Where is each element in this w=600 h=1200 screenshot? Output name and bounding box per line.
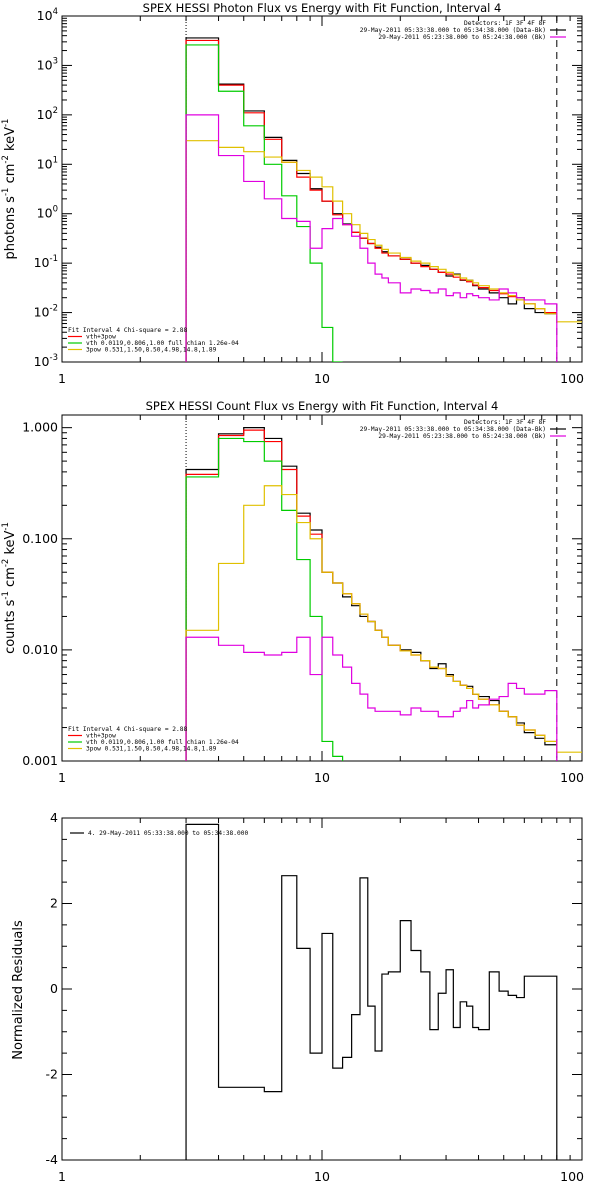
residuals-legends: 4. 29-May-2011 05:33:38.000 to 05:34:38.… (70, 830, 248, 837)
x-tick-label: 10 (314, 371, 330, 386)
y-tick-label: -4 (46, 1152, 59, 1167)
x-tick-label: 10 (314, 1169, 330, 1184)
photon-series-group (185, 37, 582, 362)
legend-entry: 29-May-2011 05:33:38.000 to 05:34:38.000… (360, 27, 546, 34)
series-vth-3pow (185, 39, 557, 362)
series-data-bk (185, 37, 557, 362)
y-tick-label: -2 (46, 1067, 58, 1082)
y-tick-label: 10-3 (34, 353, 58, 369)
residuals-legend-entry: 4. 29-May-2011 05:33:38.000 to 05:34:38.… (88, 830, 248, 837)
series-4-29-may-2011-05-33-38-000-to-05-34-38-000 (185, 823, 558, 1160)
series-3pow (185, 485, 582, 761)
count-series-group (185, 427, 582, 761)
fit-legend-entry: vth 0.0119,0.806,1.00 full chian 1.26e-0… (86, 340, 239, 347)
photon-flux-panel: SPEX HESSI Photon Flux vs Energy with Fi… (1, 1, 584, 386)
y-tick-label: 1.000 (22, 420, 58, 435)
photon-chart-title: SPEX HESSI Photon Flux vs Energy with Fi… (143, 1, 502, 15)
residuals-series-group (185, 823, 558, 1160)
count-plot-area: 1 10 100 0.001 0.010 0.100 1.000 Detectors: 1F … (22, 414, 584, 785)
x-tick-label: 100 (560, 770, 584, 785)
photon-plot-area: 1 10 100 10-3 10-2 10-1 100 101 102 103 104 Detecto… (34, 7, 584, 386)
residuals-x-axis: 1 10 100 (58, 818, 584, 1184)
y-tick-label: 0.010 (22, 642, 58, 657)
residuals-panel: Normalized Residuals 1 10 100 -4 -2 0 2 4 4. 29-… (11, 810, 584, 1184)
y-tick-label: 10-1 (34, 254, 58, 270)
x-tick-label: 100 (560, 371, 584, 386)
y-tick-label: 100 (37, 205, 58, 221)
count-chart-title: SPEX HESSI Count Flux vs Energy with Fit… (146, 399, 499, 413)
y-tick-label: 0 (50, 981, 58, 996)
count-y-axis-label: counts s-1 cm-2 keV-1 (1, 522, 18, 654)
legend-title: Detectors: 1F 3F 4F 8F (464, 20, 546, 27)
y-tick-label: 103 (37, 56, 58, 72)
y-tick-label: 0.001 (22, 753, 58, 768)
series-vth (185, 44, 343, 362)
photon-x-axis: 1 10 100 (58, 16, 584, 386)
series-vth (185, 437, 344, 761)
y-tick-label: 102 (37, 106, 58, 122)
residuals-y-axis: -4 -2 0 2 4 (46, 810, 582, 1167)
fit-legend-entry: vth+3pow (86, 733, 116, 740)
y-tick-label: 2 (50, 896, 58, 911)
fit-legend-title: Fit Interval 4 Chi-square = 2.88 (68, 726, 187, 733)
fit-legend-entry: 3pow 0.531,1.50,8.50,4.98,14.8,1.89 (86, 347, 217, 354)
x-tick-label: 1 (58, 770, 66, 785)
y-tick-label: 104 (37, 7, 58, 23)
photon-y-axis: 10-3 10-2 10-1 100 101 102 103 104 (34, 7, 582, 369)
count-x-axis: 1 10 100 (58, 415, 584, 785)
x-tick-label: 100 (560, 1169, 584, 1184)
legend-entry: 29-May-2011 05:23:38.000 to 05:24:38.000… (378, 433, 546, 440)
x-tick-label: 1 (58, 1169, 66, 1184)
legend-title: Detectors: 1F 3F 4F 8F (464, 419, 546, 426)
photon-y-axis-label: photons s-1 cm-2 keV-1 (1, 119, 18, 260)
legend-entry: 29-May-2011 05:23:38.000 to 05:24:38.000… (378, 34, 546, 41)
count-y-label-text: counts s-1 cm-2 keV-1 (1, 522, 18, 654)
fit-legend-title: Fit Interval 4 Chi-square = 2.88 (68, 327, 187, 334)
count-flux-panel: SPEX HESSI Count Flux vs Energy with Fit… (1, 399, 584, 785)
series-bk (185, 114, 558, 362)
y-tick-label: 101 (37, 155, 58, 171)
legend-entry: 29-May-2011 05:33:38.000 to 05:34:38.000… (360, 426, 546, 433)
x-tick-label: 1 (58, 371, 66, 386)
y-tick-label: 10-2 (34, 304, 58, 320)
count-y-axis: 0.001 0.010 0.100 1.000 (22, 420, 582, 768)
residuals-y-axis-label: Normalized Residuals (11, 920, 26, 1060)
y-tick-label: 0.100 (22, 531, 58, 546)
x-tick-label: 10 (314, 770, 330, 785)
photon-y-label-text: photons s-1 cm-2 keV-1 (1, 119, 18, 260)
y-tick-label: 4 (50, 810, 58, 825)
fit-legend-entry: vth 0.0119,0.806,1.00 full chian 1.26e-0… (86, 739, 239, 746)
fit-legend-entry: vth+3pow (86, 334, 116, 341)
series-bk (185, 636, 558, 761)
fit-legend-entry: 3pow 0.531,1.50,8.50,4.98,14.8,1.89 (86, 746, 217, 753)
series-3pow (185, 140, 582, 362)
residuals-plot-area: 1 10 100 -4 -2 0 2 4 4. 29-May-2011 05:33:38.000… (46, 810, 585, 1184)
